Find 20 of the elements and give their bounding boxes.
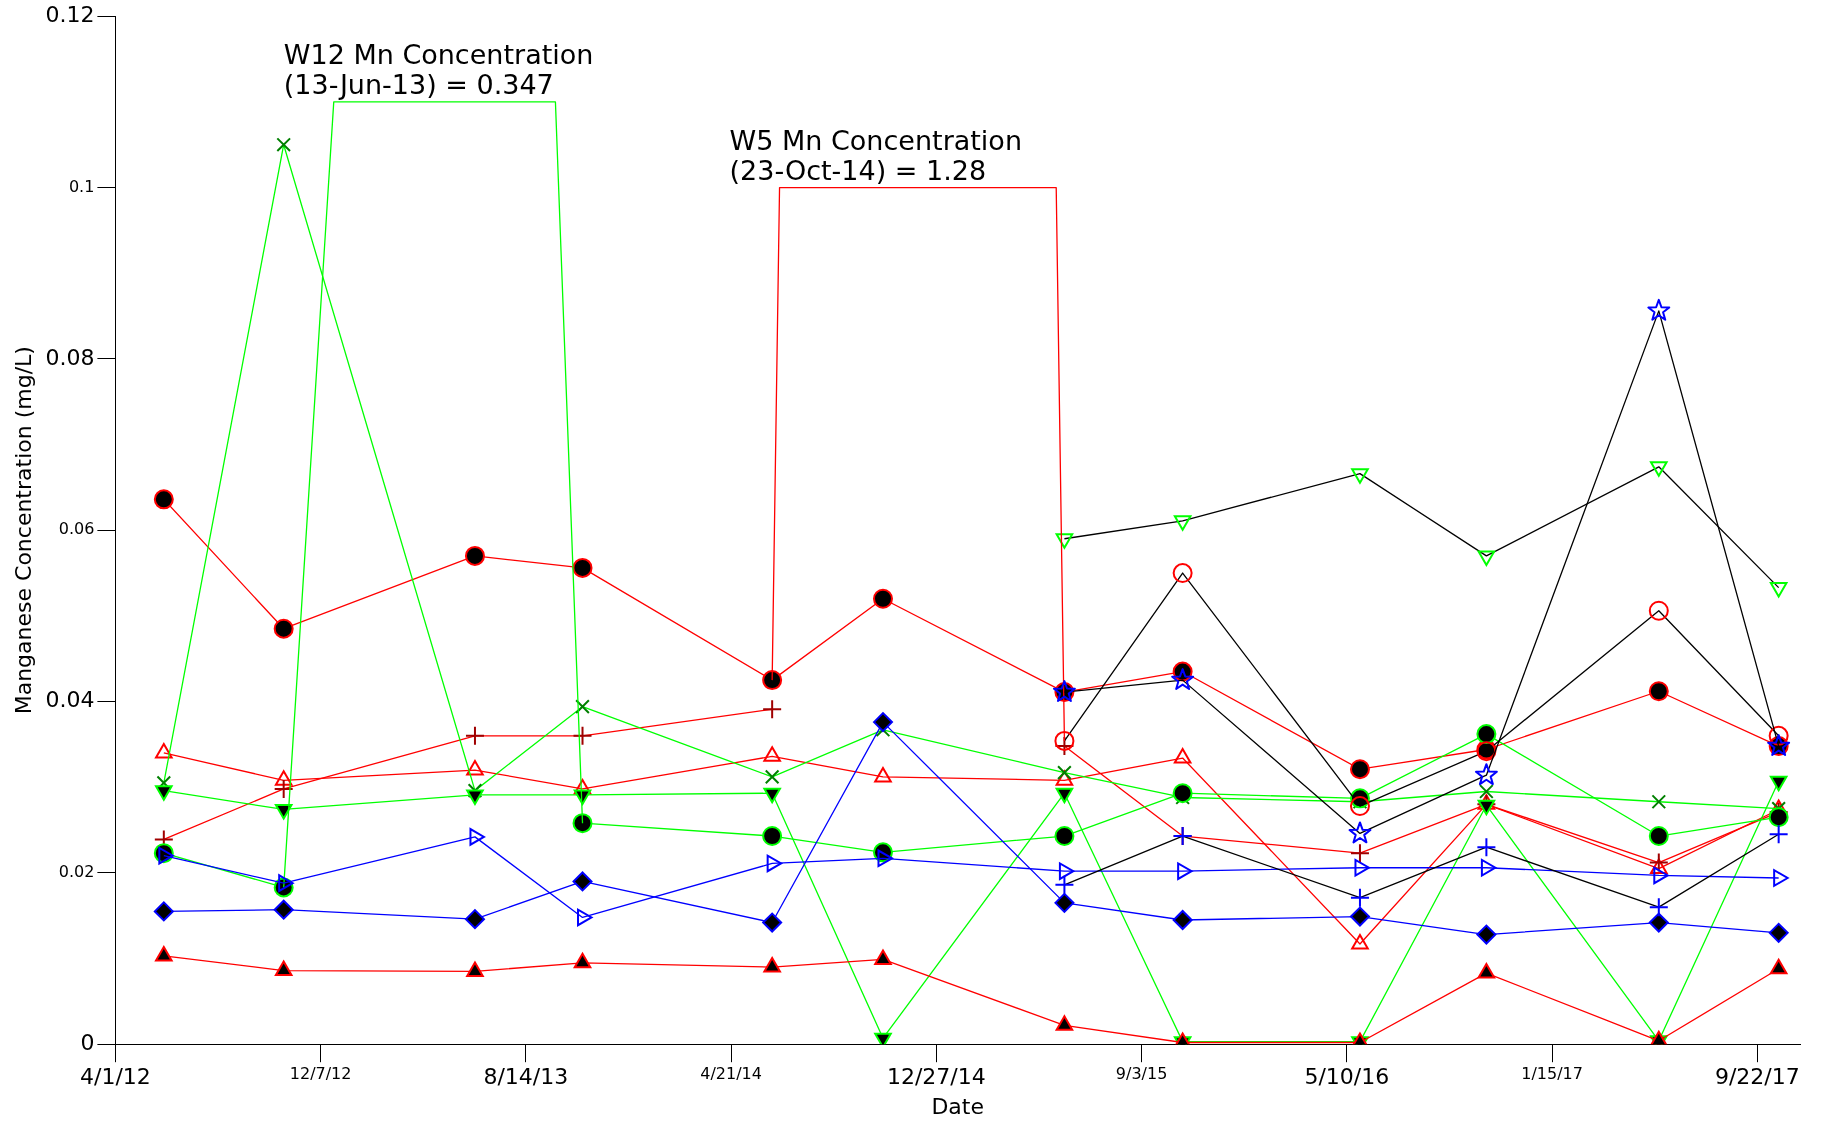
annotation: W5 Mn Concentration (23-Oct-14) = 1.28 xyxy=(729,124,1022,186)
y-tick-label: 0.02 xyxy=(58,862,95,882)
x-tick-label: 4/21/14 xyxy=(700,1063,762,1083)
x-tick-label: 9/3/15 xyxy=(1115,1063,1168,1083)
x-tick-label: 4/1/12 xyxy=(79,1064,151,1090)
y-tick-label: 0.04 xyxy=(45,687,95,713)
y-tick-label: 0.08 xyxy=(45,344,95,370)
x-tick-label: 5/10/16 xyxy=(1304,1064,1390,1090)
y-tick-label: 0.12 xyxy=(45,1,95,27)
x-axis-title: Date xyxy=(931,1093,984,1119)
x-tick-label: 12/7/12 xyxy=(289,1063,352,1083)
y-tick-label: 0.06 xyxy=(58,519,95,539)
y-tick-label: 0 xyxy=(80,1029,95,1055)
y-tick-label: 0.1 xyxy=(68,176,95,196)
y-axis-title: Manganese Concentration (mg/L) xyxy=(10,346,36,715)
x-tick-label: 12/27/14 xyxy=(886,1064,986,1090)
annotation: W12 Mn Concentration (13-Jun-13) = 0.347 xyxy=(283,38,594,100)
x-tick-label: 1/15/17 xyxy=(1521,1063,1583,1083)
x-tick-label: 8/14/13 xyxy=(483,1064,569,1090)
x-tick-label: 9/22/17 xyxy=(1714,1064,1800,1090)
